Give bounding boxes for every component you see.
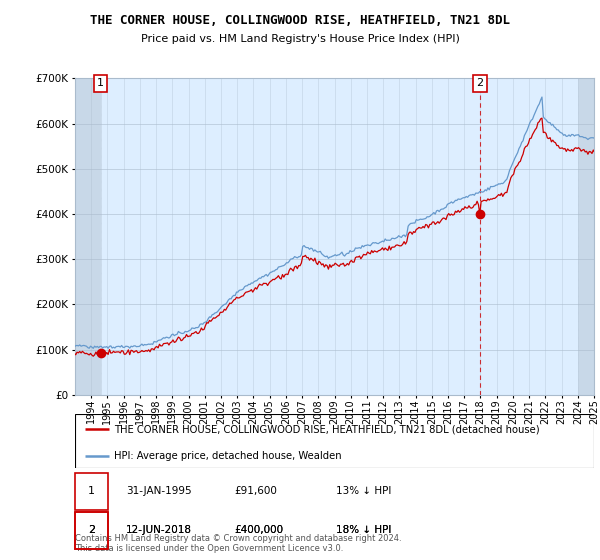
Text: 12-JUN-2018: 12-JUN-2018	[126, 525, 192, 535]
Text: 12-JUN-2018: 12-JUN-2018	[126, 525, 192, 535]
Text: Contains HM Land Registry data © Crown copyright and database right 2024.
This d: Contains HM Land Registry data © Crown c…	[75, 534, 401, 553]
Text: 1: 1	[97, 78, 104, 88]
Text: £400,000: £400,000	[234, 525, 283, 535]
Text: 18% ↓ HPI: 18% ↓ HPI	[336, 525, 391, 535]
Bar	[578, 78, 594, 395]
Text: 31-JAN-1995: 31-JAN-1995	[126, 486, 191, 496]
Text: THE CORNER HOUSE, COLLINGWOOD RISE, HEATHFIELD, TN21 8DL (detached house): THE CORNER HOUSE, COLLINGWOOD RISE, HEAT…	[114, 424, 539, 435]
Text: 2: 2	[476, 78, 483, 88]
Text: 1: 1	[88, 486, 95, 496]
Text: 18% ↓ HPI: 18% ↓ HPI	[336, 525, 391, 535]
Text: THE CORNER HOUSE, COLLINGWOOD RISE, HEATHFIELD, TN21 8DL: THE CORNER HOUSE, COLLINGWOOD RISE, HEAT…	[90, 14, 510, 27]
Text: 2: 2	[88, 525, 95, 535]
Text: HPI: Average price, detached house, Wealden: HPI: Average price, detached house, Weal…	[114, 451, 341, 461]
Text: Price paid vs. HM Land Registry's House Price Index (HPI): Price paid vs. HM Land Registry's House …	[140, 34, 460, 44]
Text: 2: 2	[88, 525, 95, 535]
Bar	[75, 78, 101, 395]
Text: £91,600: £91,600	[234, 486, 277, 496]
Text: £400,000: £400,000	[234, 525, 283, 535]
Text: 13% ↓ HPI: 13% ↓ HPI	[336, 486, 391, 496]
